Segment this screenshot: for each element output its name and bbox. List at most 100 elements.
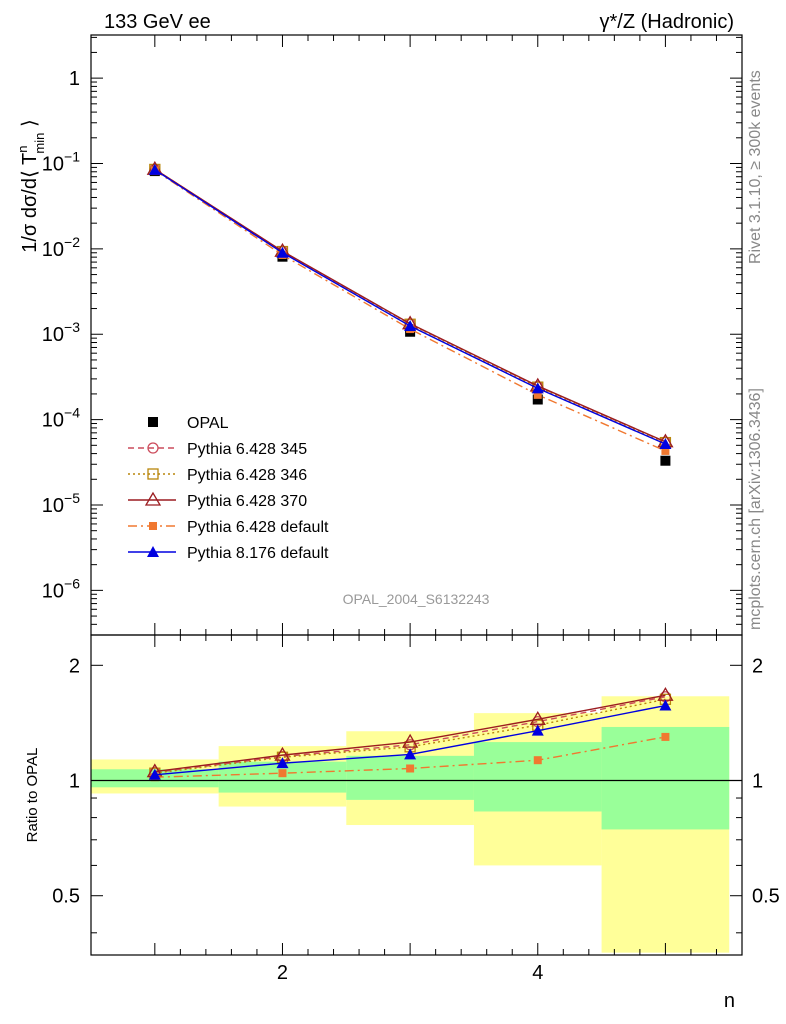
main-y-tick-label-exponent: −4 [64,405,80,421]
main-y-axis-title-sup: n [15,146,30,153]
data-point [533,390,542,399]
data-point [660,455,671,466]
data-point [276,246,289,258]
series-2 [149,163,672,449]
main-y-tick-label-base: 10 [42,410,64,432]
ratio-point [276,757,289,769]
legend-entry: Pythia 6.428 345 [128,441,307,458]
legend-entry: Pythia 6.428 346 [128,467,307,484]
legend-entry: Pythia 6.428 default [128,519,329,536]
main-y-tick-label: 10−4 [42,405,80,432]
main-y-tick-label-base: 10 [42,495,64,517]
main-y-tick-labels: 110−110−210−310−410−510−6 [42,68,80,602]
series-5 [148,163,672,450]
main-y-tick-label: 10−5 [42,490,80,517]
series-line [154,168,666,444]
ratio-y-tick-label: 0.5 [752,886,780,908]
series-line [154,168,666,443]
main-y-tick-label-base: 10 [42,580,64,602]
main-y-tick-label-base: 10 [42,324,64,346]
ratio-point [406,764,415,773]
x-axis-title: n [724,990,735,1012]
band-green [346,755,474,800]
main-y-axis-title-sub: min [32,133,47,154]
ratio-y-tick-label: 2 [752,655,763,677]
main-y-tick-label: 10−1 [42,148,80,175]
ratio-plot-frame [90,634,743,956]
main-y-tick-label: 10−2 [42,234,80,261]
legend: OPAL Pythia 6.428 345 Pythia 6.428 346 Pyth… [128,415,329,562]
main-y-axis-title-text: 1/σ dσ/d⟨ T [19,153,41,253]
main-y-tick-label-base: 10 [42,239,64,261]
legend-label: Pythia 6.428 default [187,519,329,536]
main-y-tick-label-exponent: −3 [64,319,80,335]
legend-marker [149,522,157,530]
ratio-y-tick-labels: 0.5 0.5 1 1 2 2 [52,655,780,907]
legend-label: Pythia 8.176 default [187,545,329,562]
band-green [601,726,730,830]
ratio-y-axis-title: Ratio to OPAL [24,748,41,843]
ratio-y-tick-label: 0.5 [52,886,80,908]
ratio-point [404,748,417,760]
data-point [404,319,417,331]
main-y-tick-label-exponent: −1 [64,148,80,164]
analysis-watermark: OPAL_2004_S6132243 [343,591,490,607]
ratio-bands [91,696,730,953]
ratio-plot-series [146,686,674,782]
legend-entry: OPAL [148,415,229,432]
data-point [659,438,672,450]
main-y-tick-label: 10−6 [42,575,80,602]
main-y-tick-label-base: 10 [42,153,64,175]
legend-entry: Pythia 8.176 default [128,545,329,562]
main-y-tick-label-exponent: −2 [64,234,80,250]
series-1 [149,163,672,448]
ratio-point [661,732,670,741]
ratio-line [154,694,666,773]
main-plot-series [146,160,674,466]
ratio-y-tick-label: 1 [752,771,763,793]
ratio-point [529,711,546,725]
axis-ticks [91,35,742,955]
legend-marker [147,546,159,557]
ratio-y-tick-label: 2 [69,655,80,677]
ratio-point [533,756,542,765]
legend-marker [144,491,162,506]
data-point [532,394,543,405]
legend-marker [147,468,159,480]
header-right: γ*/Z (Hadronic) [600,11,734,33]
main-y-tick-label: 10−3 [42,319,80,346]
series-line [154,169,666,452]
legend-label: Pythia 6.428 370 [187,493,307,510]
main-y-tick-label: 1 [69,68,80,90]
series-line [154,168,666,443]
rivet-label: Rivet 3.1.10, ≥ 300k events [747,70,764,264]
main-y-tick-label-base: 1 [69,68,80,90]
data-point [148,163,161,175]
legend-label: OPAL [187,415,229,432]
legend-label: Pythia 6.428 346 [187,467,307,484]
legend-label: Pythia 6.428 345 [187,441,307,458]
main-y-tick-label-exponent: −6 [64,575,80,591]
ratio-point [278,769,287,778]
mcplots-label: mcplots.cern.ch [arXiv:1306.3436] [747,388,764,630]
series-line [154,169,666,445]
data-point [531,382,544,394]
ratio-y-tick-label: 1 [69,771,80,793]
legend-marker [148,417,158,427]
x-tick-label: 2 [277,962,288,984]
header-left: 133 GeV ee [104,11,211,33]
ratio-point [148,768,161,780]
legend-entry: Pythia 6.428 370 [128,491,307,510]
ratio-point [401,733,419,748]
ratio-point [659,699,672,711]
series-3 [146,160,674,448]
band-green [473,742,602,812]
ratio-line [154,696,666,774]
main-y-axis-title: 1/σ dσ/d⟨ Tn min ⟩ [15,119,47,253]
ratio-series-4 [148,699,672,780]
x-tick-label: 4 [532,962,543,984]
data-point [661,446,670,455]
